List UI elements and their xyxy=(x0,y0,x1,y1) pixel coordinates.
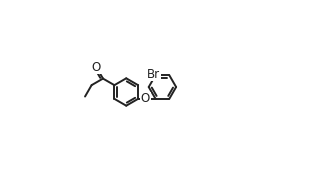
Text: O: O xyxy=(92,61,101,74)
Text: O: O xyxy=(141,92,150,105)
Text: Br: Br xyxy=(147,68,160,81)
